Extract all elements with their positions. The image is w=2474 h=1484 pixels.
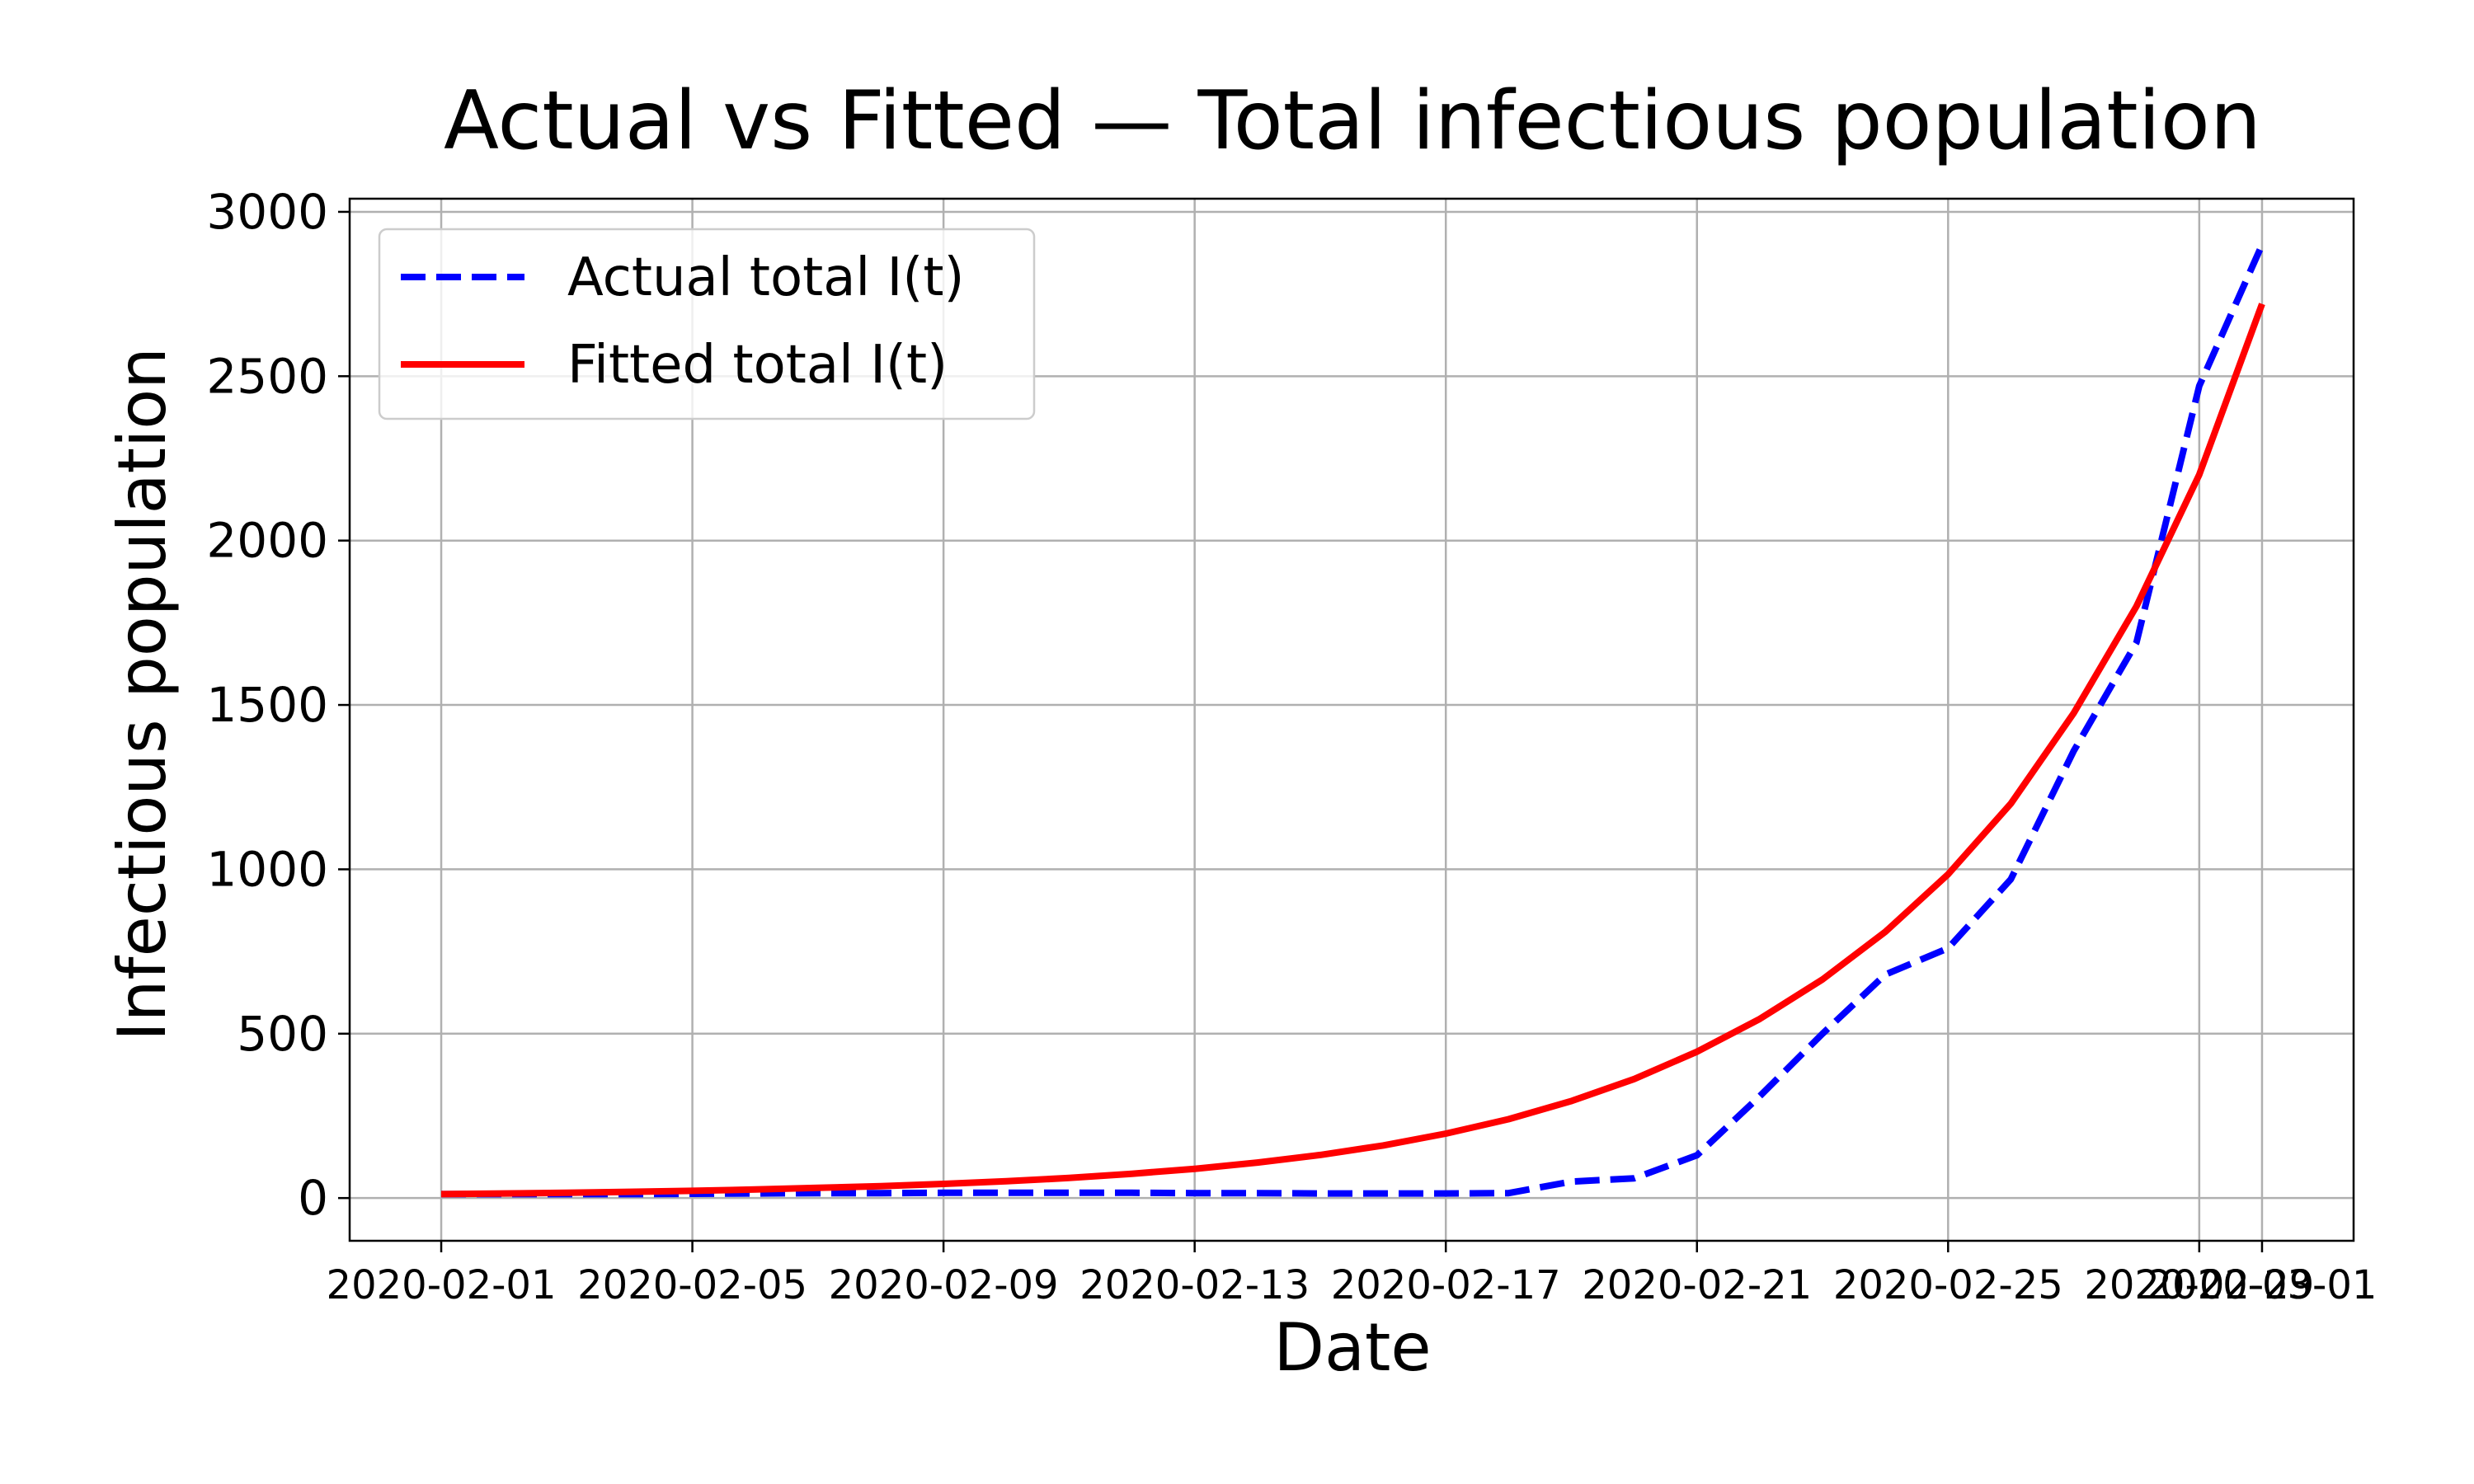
legend-label-fitted: Fitted total I(t) [567, 335, 948, 396]
y-tick-label: 1500 [206, 677, 328, 733]
y-tick-label: 2000 [206, 513, 328, 569]
x-tick-label: 2020-02-01 [327, 1262, 557, 1308]
x-tick-label: 2020-02-09 [829, 1262, 1059, 1308]
legend-box [378, 228, 1036, 420]
legend-label-actual: Actual total I(t) [567, 247, 964, 308]
y-tick-label: 0 [298, 1170, 328, 1226]
chart-title: Actual vs Fitted — Total infectious popu… [444, 74, 2261, 168]
y-tick-label: 2500 [206, 348, 328, 404]
x-tick-label: 2020-02-29 [2084, 1262, 2314, 1308]
x-tick-label: 2020-02-21 [1582, 1262, 1812, 1308]
series-line-fitted [440, 303, 2265, 1198]
x-tick-label: 2020-02-25 [1833, 1262, 2063, 1308]
y-axis-label: Infectious population [104, 347, 181, 1041]
x-tick-label: 2020-02-13 [1079, 1262, 1310, 1308]
y-tick-label: 3000 [206, 184, 328, 240]
plot-frame [348, 197, 2355, 1242]
series-line-actual [441, 243, 2265, 1198]
y-tick-label: 1000 [206, 841, 328, 897]
x-axis-label: Date [1273, 1309, 1431, 1386]
x-tick-label: 2020-03-01 [2147, 1262, 2377, 1308]
series-layer [440, 243, 2265, 1198]
y-tick-label: 500 [237, 1006, 328, 1062]
legend: Actual total I(t) Fitted total I(t) [378, 228, 1036, 420]
x-tick-label: 2020-02-17 [1331, 1262, 1561, 1308]
axis-ticks: 0 500 1000 1500 2000 2500 3000 2020-02-01 2020-0… [206, 184, 2377, 1308]
x-tick-label: 2020-02-05 [577, 1262, 807, 1308]
